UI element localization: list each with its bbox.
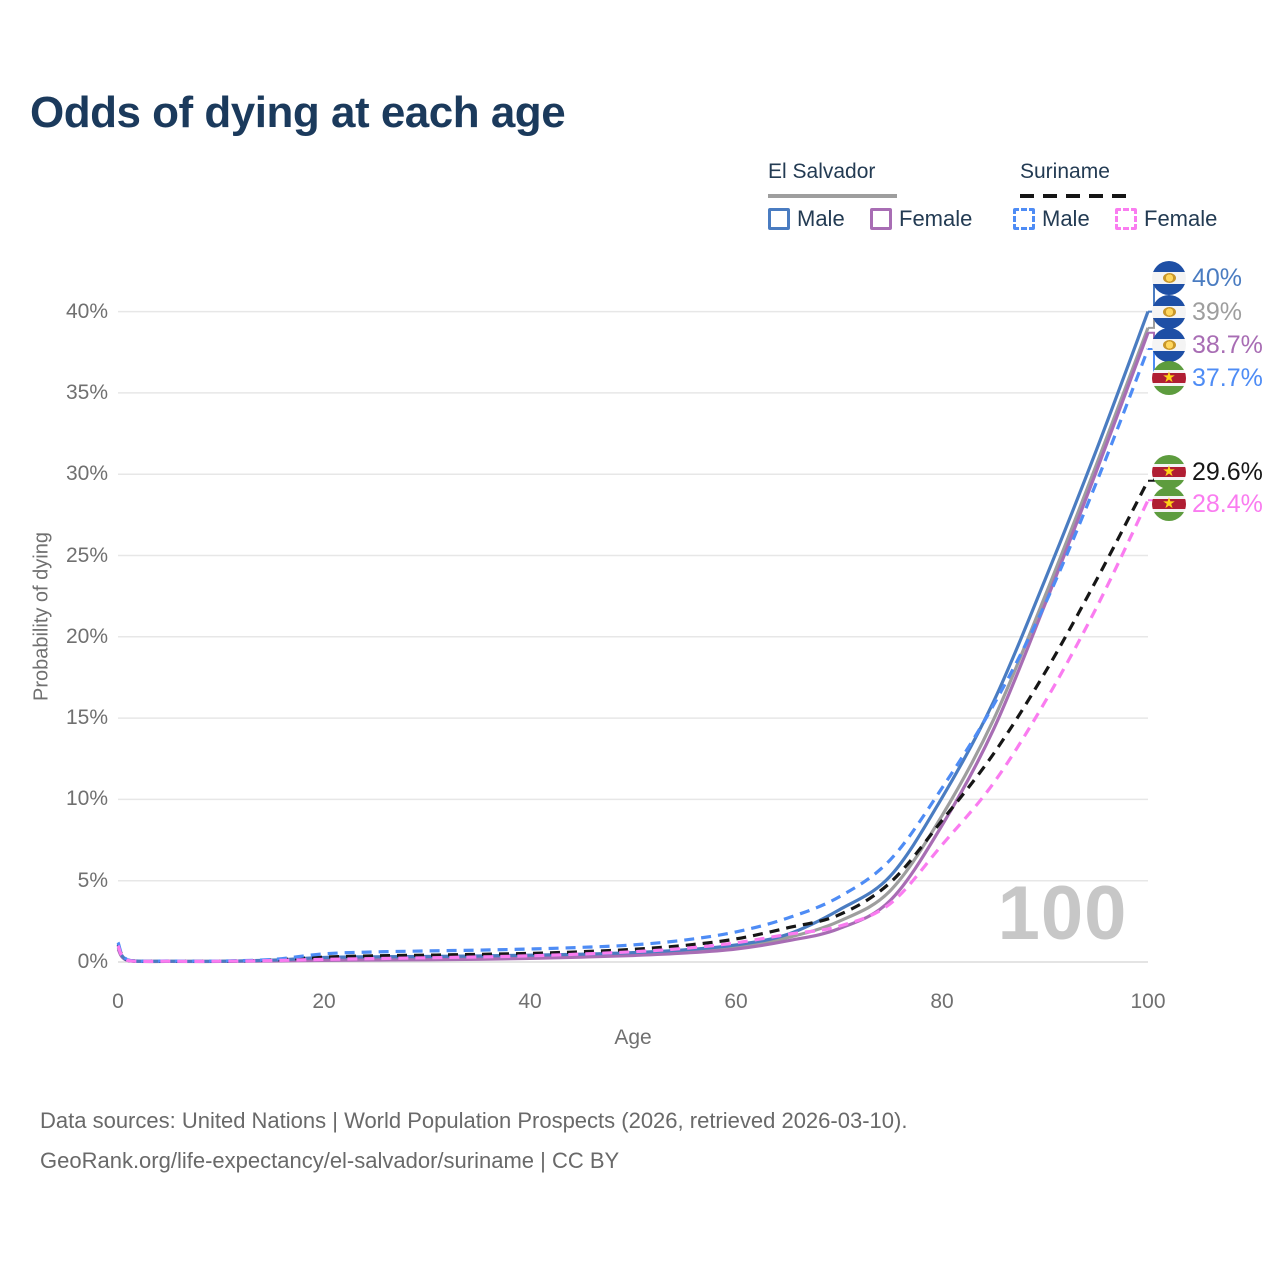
- coat-of-arms-icon: [1162, 307, 1176, 317]
- coat-of-arms-icon: [1162, 340, 1176, 350]
- y-tick-25%: 25%: [65, 543, 108, 567]
- end-label-suriname-female: ★ 28.4%: [1152, 487, 1263, 521]
- legend-items-suriname-f: Female: [1115, 206, 1217, 232]
- el-salvador-flag-icon: [1152, 295, 1186, 329]
- star-icon: ★: [1162, 494, 1176, 512]
- y-tick-0%: 0%: [77, 950, 108, 973]
- y-axis-title: Probability of dying: [30, 532, 53, 701]
- watermark-100: 100: [997, 871, 1128, 956]
- y-tick-20%: 20%: [65, 624, 108, 648]
- x-tick-20: 20: [312, 990, 336, 1013]
- end-label-value: 38.7%: [1192, 330, 1263, 359]
- x-tick-40: 40: [518, 990, 542, 1013]
- end-label-el-salvador-male: 40%: [1152, 261, 1242, 295]
- checkbox-suriname-female[interactable]: [1115, 208, 1137, 230]
- x-tick-80: 80: [930, 990, 954, 1013]
- y-tick-40%: 40%: [65, 299, 108, 323]
- legend-group-el-salvador: El Salvador: [768, 160, 875, 184]
- el-salvador-flag-icon: [1152, 261, 1186, 295]
- legend-items-el-salvador-f: Female: [870, 206, 972, 232]
- end-label-suriname-both-sexes: ★ 29.6%: [1152, 455, 1263, 489]
- coat-of-arms-icon: [1162, 273, 1176, 283]
- y-tick-15%: 15%: [65, 706, 108, 730]
- y-tick-35%: 35%: [65, 380, 108, 404]
- series-line-el-salvador-female: [116, 332, 1150, 964]
- y-tick-10%: 10%: [65, 787, 108, 811]
- suriname-flag-icon: ★: [1152, 487, 1186, 521]
- legend-label-el-salvador-female: Female: [899, 206, 973, 231]
- legend-items-suriname-m: Male: [1013, 206, 1090, 232]
- legend-solid-line-sample: [768, 194, 897, 198]
- x-tick-60: 60: [724, 990, 748, 1013]
- legend-label-el-salvador-male: Male: [797, 206, 845, 231]
- legend-label-suriname-female: Female: [1144, 206, 1218, 231]
- series-line-el-salvador-both: [116, 327, 1150, 964]
- suriname-flag-icon: ★: [1152, 455, 1186, 489]
- footer-attribution: GeoRank.org/life-expectancy/el-salvador/…: [40, 1148, 620, 1173]
- star-icon: ★: [1162, 368, 1176, 386]
- end-label-value: 28.4%: [1192, 489, 1263, 518]
- series-line-suriname-male: [116, 348, 1150, 963]
- footer-data-sources: Data sources: United Nations | World Pop…: [40, 1108, 908, 1133]
- checkbox-el-salvador-female[interactable]: [870, 208, 892, 230]
- suriname-flag-icon: ★: [1152, 361, 1186, 395]
- end-label-value: 37.7%: [1192, 363, 1263, 392]
- legend-dashed-line-sample: [1020, 194, 1131, 198]
- end-label-el-salvador-both-sexes: 39%: [1152, 295, 1242, 329]
- legend-label-suriname-male: Male: [1042, 206, 1090, 231]
- legend-group-label: El Salvador: [768, 160, 876, 183]
- legend-group-label: Suriname: [1020, 160, 1110, 183]
- end-label-value: 39%: [1192, 297, 1243, 326]
- end-label-el-salvador-female: 38.7%: [1152, 328, 1263, 362]
- x-axis-title: Age: [614, 1026, 652, 1049]
- legend-group-suriname: Suriname: [1020, 160, 1110, 184]
- x-tick-100: 100: [1130, 990, 1166, 1013]
- star-icon: ★: [1162, 462, 1176, 480]
- end-label-value: 40%: [1192, 263, 1243, 292]
- y-tick-5%: 5%: [77, 868, 108, 892]
- checkbox-el-salvador-male[interactable]: [768, 208, 790, 230]
- end-label-value: 29.6%: [1192, 457, 1263, 486]
- end-label-suriname-male: ★ 37.7%: [1152, 361, 1263, 395]
- chart-title: Odds of dying at each age: [30, 88, 566, 137]
- y-tick-30%: 30%: [65, 462, 108, 486]
- x-tick-0: 0: [112, 990, 124, 1013]
- legend-items-el-salvador: Male: [768, 206, 845, 232]
- el-salvador-flag-icon: [1152, 328, 1186, 362]
- checkbox-suriname-male[interactable]: [1013, 208, 1035, 230]
